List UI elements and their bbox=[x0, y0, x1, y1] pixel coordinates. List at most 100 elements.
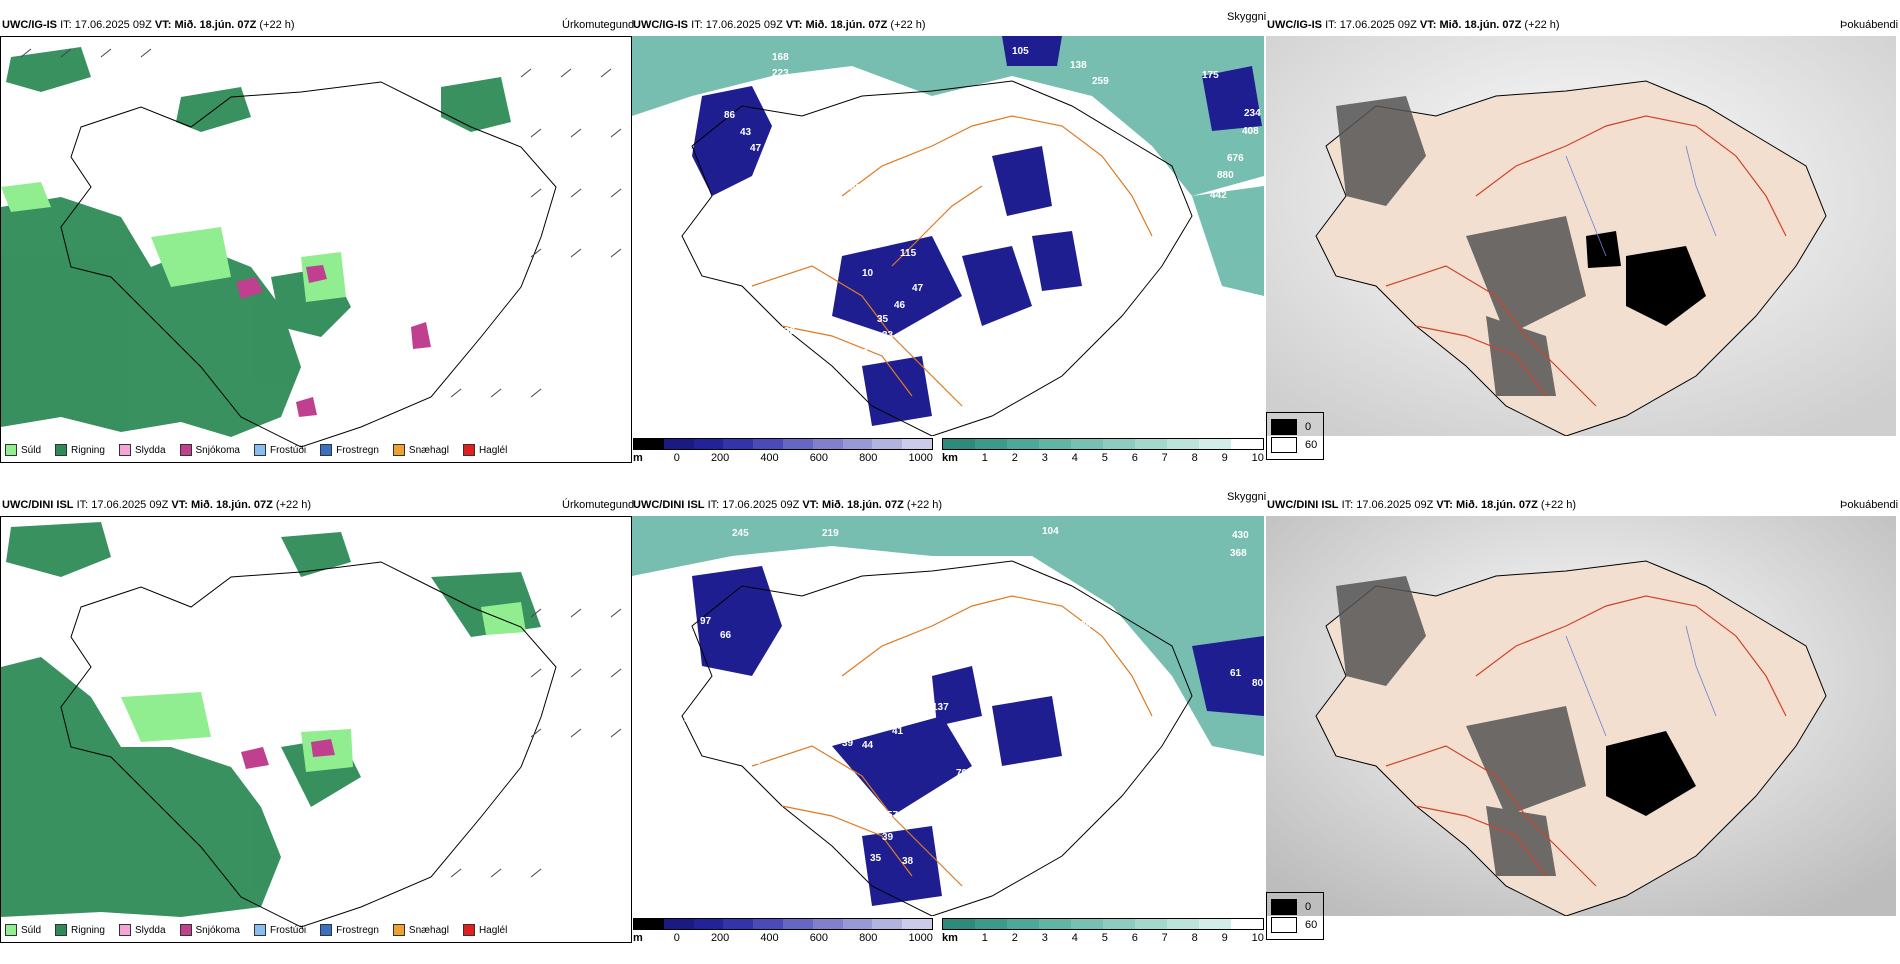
scale-segment bbox=[872, 919, 903, 929]
scale-segment bbox=[812, 919, 843, 929]
visibility-tick: 4 bbox=[1071, 452, 1078, 464]
legend-label: Snjókoma bbox=[195, 444, 240, 456]
visibility-tick: 10 bbox=[1251, 932, 1264, 944]
visibility-value-label: 35 bbox=[870, 853, 882, 864]
visibility-value-label: 86 bbox=[724, 110, 736, 121]
fog-swatch bbox=[1271, 917, 1297, 933]
visibility-scale: km 1 2 3 4 5 6 7 8 9 10 bbox=[942, 438, 1264, 464]
panel-type-visibility: Skyggni bbox=[1227, 491, 1267, 503]
scale-segment bbox=[943, 919, 975, 929]
visibility-scale-bar bbox=[942, 438, 1264, 450]
legend-label: Haglél bbox=[478, 924, 508, 936]
visibility-value-label: 39 bbox=[842, 738, 854, 749]
scale-segment bbox=[1167, 439, 1199, 449]
height-unit: m bbox=[633, 452, 643, 464]
visibility-tick: 3 bbox=[1041, 932, 1048, 944]
visibility-value-label: 368 bbox=[1230, 548, 1247, 559]
visibility-tick: 5 bbox=[1101, 932, 1108, 944]
panel-type-fog: Þokuábendi bbox=[1840, 499, 1899, 511]
visibility-scale-labels: km 1 2 3 4 5 6 7 8 9 10 bbox=[942, 932, 1264, 944]
legend-swatch bbox=[462, 444, 475, 456]
height-scale: m 0 200 400 600 800 1000 bbox=[633, 438, 933, 464]
fog-label: 60 bbox=[1305, 919, 1318, 931]
height-tick: 600 bbox=[809, 932, 829, 944]
scale-segment bbox=[663, 439, 694, 449]
visibility-tick: 8 bbox=[1191, 932, 1198, 944]
legend-swatch bbox=[320, 444, 333, 456]
visibility-value-label: 408 bbox=[1242, 126, 1259, 137]
model-name: UWC/IG-IS bbox=[1267, 19, 1322, 31]
vt-label: VT: bbox=[154, 19, 172, 31]
visibility-scale-labels: km 1 2 3 4 5 6 7 8 9 10 bbox=[942, 452, 1264, 464]
panel-type-precip: Úrkomutegund bbox=[562, 499, 635, 511]
visibility-value-label: 72 bbox=[748, 208, 760, 219]
vt-value: Mið. 18.jún. 07Z bbox=[1455, 499, 1538, 511]
forecast-row-dini-isl: UWC/DINI ISL IT: 17.06.2025 09Z VT: Mið.… bbox=[0, 491, 1900, 964]
visibility-tick: 8 bbox=[1191, 452, 1198, 464]
visibility-value-label: 41 bbox=[892, 726, 904, 737]
legend-label: Rigning bbox=[71, 444, 105, 456]
legend-swatch bbox=[5, 924, 17, 936]
height-tick: 1000 bbox=[908, 932, 933, 944]
scale-segment bbox=[1199, 439, 1231, 449]
fog-legend-row: 0 bbox=[1271, 419, 1319, 435]
legend-swatch bbox=[179, 924, 192, 936]
vt-label: VT: bbox=[1419, 19, 1437, 31]
legend-item: Slydda bbox=[118, 924, 166, 936]
visibility-value-label: 84 bbox=[917, 188, 929, 199]
visibility-value-label: 56 bbox=[764, 773, 776, 784]
scale-segment bbox=[1071, 919, 1103, 929]
legend-label: Snæhagl bbox=[408, 924, 449, 936]
legend-swatch bbox=[392, 444, 405, 456]
legend-swatch bbox=[55, 924, 68, 936]
legend-item: Snjókoma bbox=[179, 444, 240, 456]
scale-segment bbox=[753, 919, 783, 929]
visibility-tick: 1 bbox=[981, 452, 988, 464]
lead-time: (+22 h) bbox=[890, 19, 926, 31]
legend-item: Rigning bbox=[55, 924, 105, 936]
panel-header-visibility: UWC/DINI ISL IT: 17.06.2025 09Z VT: Mið.… bbox=[633, 494, 942, 516]
visibility-unit: km bbox=[942, 452, 958, 464]
fog-map bbox=[1266, 36, 1896, 436]
visibility-value-label: 223 bbox=[772, 68, 789, 79]
lead-time: (+22 h) bbox=[275, 499, 312, 511]
scale-segment bbox=[1039, 439, 1071, 449]
height-tick: 400 bbox=[760, 452, 779, 464]
fog-label: 60 bbox=[1305, 439, 1318, 451]
visibility-value-label: 69 bbox=[984, 733, 996, 744]
visibility-value-label: 58 bbox=[762, 206, 774, 217]
legend-item: Frostregn bbox=[320, 444, 379, 456]
scale-segment bbox=[902, 919, 932, 929]
visibility-value-label: 116 bbox=[902, 200, 919, 211]
height-unit: m bbox=[633, 932, 643, 944]
scale-segment bbox=[975, 439, 1007, 449]
legend-swatch bbox=[392, 924, 405, 936]
it-label: IT: bbox=[691, 19, 703, 31]
scale-segment bbox=[723, 439, 754, 449]
it-value: 17.06.2025 09Z bbox=[91, 499, 169, 511]
forecast-row-ig-is: UWC/IG-IS IT: 17.06.2025 09Z VT: Mið. 18… bbox=[0, 11, 1900, 484]
visibility-value-label: 59 bbox=[867, 196, 879, 207]
visibility-value-label: 778 bbox=[867, 694, 884, 705]
height-scale-bar bbox=[633, 438, 933, 450]
fog-legend-row: 60 bbox=[1271, 917, 1319, 933]
vt-label: VT: bbox=[802, 499, 819, 511]
scale-segment bbox=[872, 439, 903, 449]
height-tick: 0 bbox=[673, 452, 680, 464]
vt-label: VT: bbox=[171, 499, 188, 511]
fog-legend-row: 0 bbox=[1271, 899, 1319, 915]
it-label: IT: bbox=[1325, 19, 1337, 31]
scale-segment bbox=[842, 439, 873, 449]
visibility-value-label: 47 bbox=[912, 283, 924, 294]
lead-time: (+22 h) bbox=[1524, 19, 1560, 31]
visibility-value-label: 97 bbox=[700, 616, 712, 627]
visibility-value-label: 33 bbox=[784, 326, 796, 337]
model-name: UWC/IG-IS bbox=[2, 19, 57, 31]
legend-label: Súld bbox=[21, 444, 42, 456]
scale-segment bbox=[663, 919, 694, 929]
visibility-value-label: 56 bbox=[874, 664, 886, 675]
height-tick: 800 bbox=[859, 932, 878, 944]
legend-swatch bbox=[55, 444, 68, 456]
visibility-map-canvas: 219 104 245 430 368 97 66 89 56 61 80 42 37 778 137 39 4… bbox=[632, 516, 1264, 916]
fog-map bbox=[1266, 516, 1896, 916]
